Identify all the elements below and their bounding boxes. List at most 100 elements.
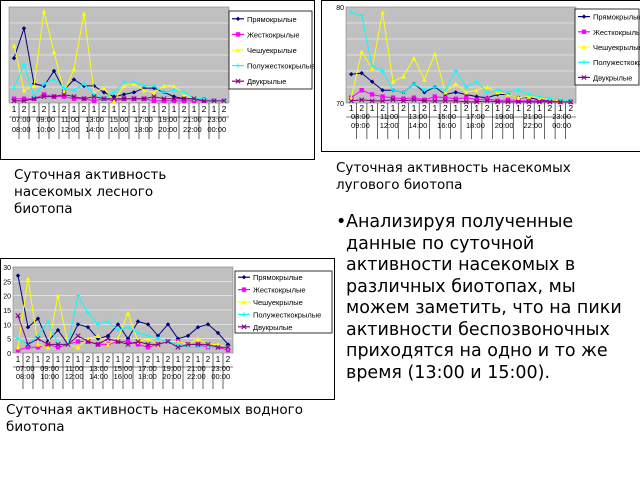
meadow-data-point <box>557 99 563 105</box>
meadow-data-point <box>432 98 438 104</box>
forest-group-label: 09:00 10:00 <box>36 115 55 134</box>
water-x-tick-label: 2 <box>186 355 191 364</box>
water-data-point <box>45 319 51 324</box>
forest-data-point <box>111 90 117 95</box>
forest-data-point <box>91 94 97 100</box>
water-data-point <box>175 344 181 350</box>
forest-data-point <box>51 77 57 82</box>
forest-data-point <box>21 96 27 101</box>
forest-legend-marker <box>235 47 241 53</box>
forest-data-point <box>131 90 137 95</box>
water-y-tick-label: 20 <box>3 294 11 301</box>
water-data-point <box>25 325 31 330</box>
water-legend-label: Чешуекрылые <box>253 298 303 307</box>
meadow-data-point <box>401 90 406 95</box>
water-data-point <box>135 330 141 336</box>
meadow-y-tick-label: 70 <box>336 101 344 108</box>
meadow-data-point <box>474 88 479 93</box>
meadow-legend-label: Прямокрылые <box>593 13 640 22</box>
forest-data-point <box>171 88 177 93</box>
water-data-point <box>225 342 231 347</box>
forest-data-point <box>121 83 127 89</box>
water-data-point <box>15 347 21 353</box>
forest-x-tick-label: 1 <box>112 104 117 114</box>
meadow-data-point <box>516 98 521 104</box>
forest-data-point <box>161 90 167 95</box>
meadow-data-point <box>526 98 532 104</box>
meadow-data-point <box>390 95 396 100</box>
meadow-data-point <box>422 97 427 102</box>
water-data-point <box>55 293 61 298</box>
water-group-label: 17:00 18:00 <box>138 364 157 381</box>
meadow-data-point <box>463 99 469 105</box>
meadow-data-point <box>380 98 386 104</box>
meadow-data-point <box>484 90 490 95</box>
forest-data-point <box>131 96 137 102</box>
forest-data-point <box>101 96 107 102</box>
forest-series-line-4 <box>14 93 224 102</box>
water-data-point <box>195 345 201 350</box>
water-caption: Суточная активность насекомых водного би… <box>6 402 304 435</box>
water-data-point <box>125 341 131 347</box>
meadow-data-point <box>369 63 375 68</box>
meadow-group-label: 19:00 20:00 <box>495 112 514 130</box>
meadow-legend-marker <box>581 44 587 50</box>
water-data-point <box>125 310 131 316</box>
water-data-point <box>25 345 31 350</box>
forest-data-point <box>171 96 177 102</box>
water-legend-label: Двукрылые <box>253 323 292 332</box>
water-x-tick-label: 1 <box>96 355 101 364</box>
forest-series-line-2 <box>13 11 224 102</box>
water-x-tick-label: 2 <box>146 355 151 364</box>
meadow-data-point <box>411 95 417 100</box>
water-legend-marker <box>241 275 247 280</box>
forest-data-point <box>11 56 17 61</box>
water-x-tick-label: 2 <box>26 355 31 364</box>
water-data-point <box>145 333 151 338</box>
forest-data-point <box>111 94 117 99</box>
meadow-group-label: 13:00 14:00 <box>408 112 427 130</box>
forest-legend-marker <box>235 16 241 21</box>
meadow-data-point <box>443 88 448 93</box>
water-data-point <box>65 341 71 347</box>
water-data-point <box>165 338 171 345</box>
forest-data-point <box>201 98 207 104</box>
water-data-point <box>75 345 81 350</box>
meadow-data-point <box>369 79 375 84</box>
water-legend-marker <box>241 299 247 305</box>
meadow-x-tick-label: 1 <box>391 103 396 113</box>
meadow-data-point <box>401 96 406 101</box>
forest-group-label: 21:00 22:00 <box>183 115 202 134</box>
forest-data-point <box>131 79 137 84</box>
water-y-tick-label: 25 <box>3 279 11 286</box>
water-data-point <box>205 345 211 350</box>
forest-data-point <box>41 81 47 86</box>
meadow-series-line-2 <box>350 12 571 102</box>
meadow-data-point <box>515 99 522 105</box>
meadow-data-point <box>484 84 490 90</box>
water-data-point <box>35 316 41 321</box>
forest-series-line-1 <box>14 93 224 102</box>
meadow-data-point <box>380 10 385 15</box>
meadow-data-point <box>432 51 438 57</box>
meadow-data-point <box>348 98 354 104</box>
water-data-point <box>125 336 131 341</box>
water-data-point <box>45 341 51 347</box>
water-y-tick-label: 10 <box>3 322 11 329</box>
forest-group-label: 17:00 18:00 <box>134 115 153 134</box>
forest-x-tick-label: 2 <box>102 104 107 114</box>
water-legend <box>234 270 333 334</box>
forest-data-point <box>61 91 67 98</box>
meadow-group-label: 08:00 09:00 <box>351 112 370 130</box>
water-data-point <box>215 330 221 336</box>
meadow-data-point <box>411 81 417 86</box>
forest-data-point <box>11 96 17 101</box>
water-data-point <box>195 341 201 347</box>
water-data-point <box>75 322 81 327</box>
water-group-label: 13:00 14:00 <box>89 364 108 381</box>
water-x-tick-label: 1 <box>216 355 221 364</box>
meadow-data-point <box>359 13 364 18</box>
water-data-point <box>185 341 191 347</box>
water-data-point <box>185 345 191 350</box>
